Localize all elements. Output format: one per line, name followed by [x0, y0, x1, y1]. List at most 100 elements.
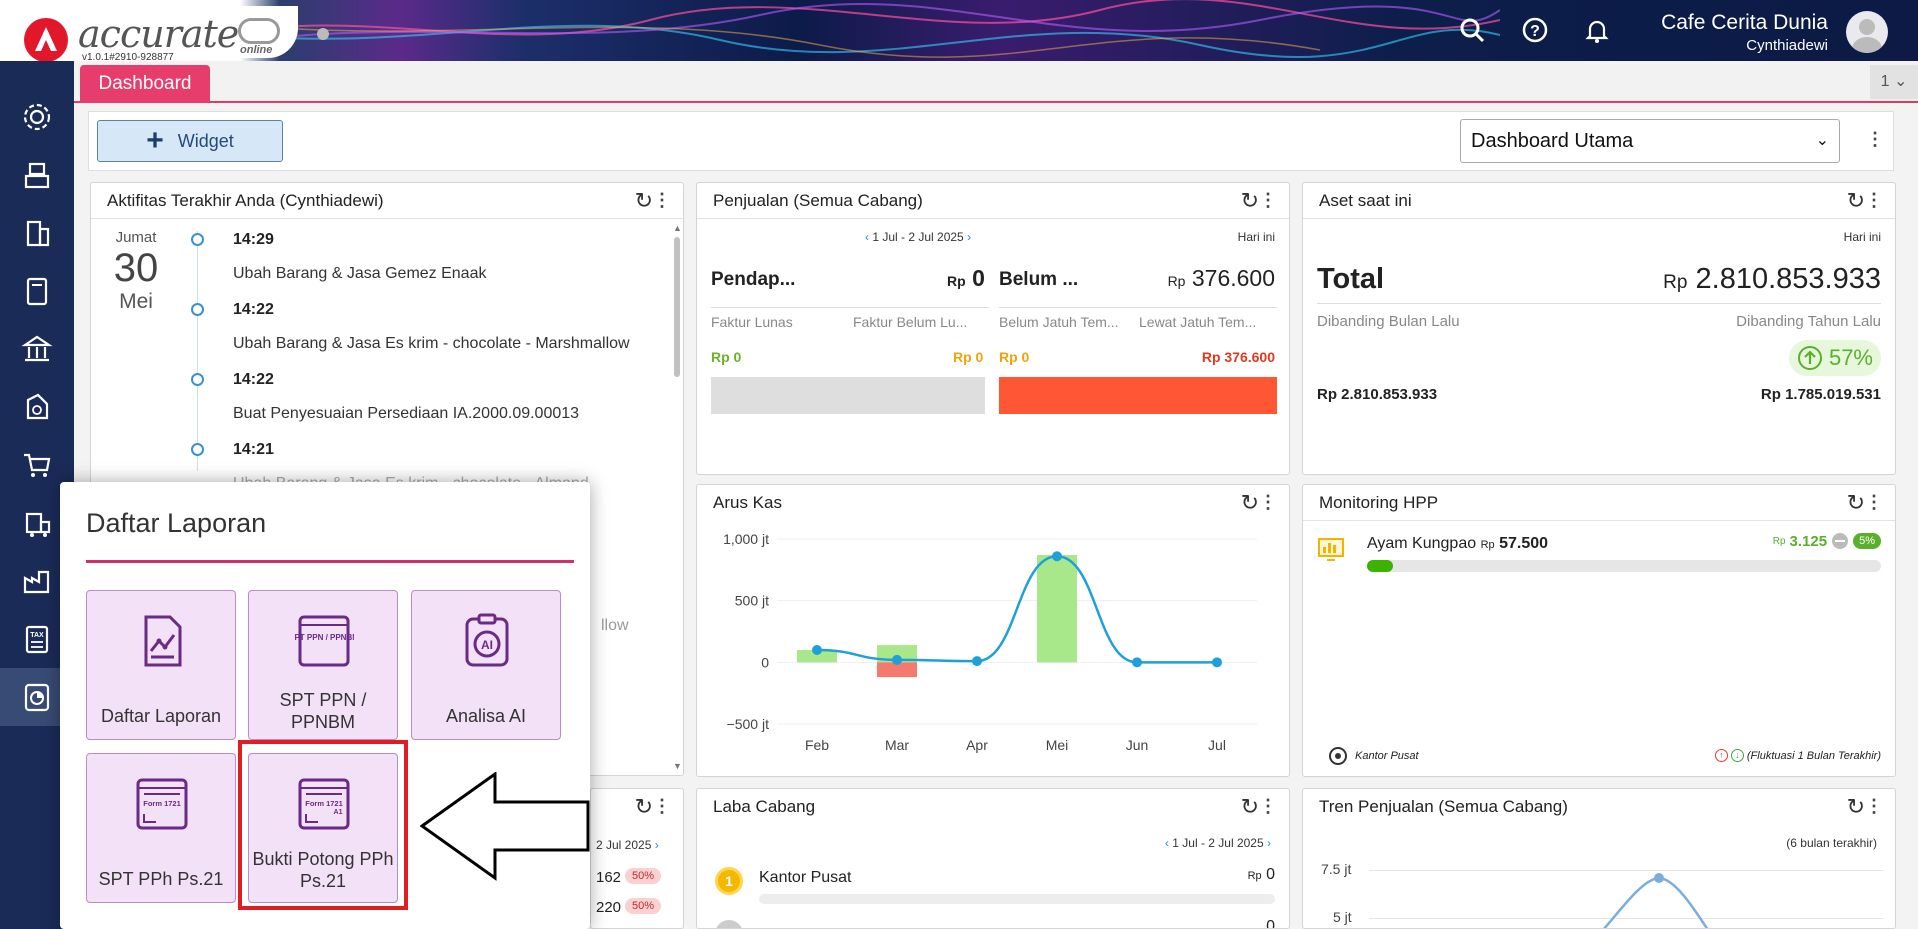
card-more-icon[interactable]: ⋮ [1259, 492, 1277, 512]
search-icon[interactable] [1457, 16, 1487, 46]
activity-text[interactable]: Buat Penyesuaian Persediaan IA.2000.09.0… [233, 405, 580, 422]
tile-label: Daftar Laporan [100, 706, 222, 726]
refresh-icon[interactable]: ↻ [1240, 794, 1259, 819]
branch-profit-name[interactable]: Kantor Pusat [759, 869, 852, 886]
plus-icon: + [146, 124, 164, 157]
activity-date-number: 30 [113, 246, 159, 290]
hpp-progress [1367, 560, 1881, 572]
sidebar-item-inventory[interactable] [0, 494, 74, 552]
assets-v1: Rp 2.810.853.933 [1317, 386, 1438, 403]
report-document-icon [144, 615, 182, 667]
branch-profit-amount: 0 [1266, 866, 1275, 883]
help-icon[interactable]: ? [1520, 16, 1550, 46]
activity-time: 14:22 [233, 301, 274, 318]
app-logo[interactable]: accurate online v1.0.1#2910-928877 [8, 6, 298, 61]
tax-icon: TAX [25, 625, 49, 654]
card-more-icon[interactable]: ⋮ [1259, 190, 1277, 210]
refresh-icon[interactable]: ↻ [1846, 490, 1865, 515]
pointer-arrow-icon [420, 772, 590, 881]
sidebar-item-ledger[interactable] [0, 262, 74, 320]
sales-trend-card-header: Tren Penjualan (Semua Cabang) ↻ ⋮ [1303, 789, 1895, 825]
sidebar-item-tax[interactable]: TAX [0, 610, 74, 668]
currency-label: Rp [1480, 539, 1495, 551]
refresh-icon[interactable]: ↻ [1240, 490, 1259, 515]
sales-col1-amount: 0 [972, 265, 985, 291]
refresh-icon[interactable]: ↻ [1240, 188, 1259, 213]
sidebar-item-company[interactable] [0, 204, 74, 262]
net-cashflow-point [1052, 551, 1062, 562]
dashboard-select-value: Dashboard Utama [1471, 130, 1634, 152]
activity-card-title: Aktifitas Terakhir Anda (Cynthiadewi) [107, 191, 384, 210]
sidebar-item-assets[interactable] [0, 552, 74, 610]
card-more-icon[interactable]: ⋮ [1865, 190, 1883, 210]
sales-card-header: Penjualan (Semua Cabang) ↻ ⋮ [697, 183, 1289, 219]
branch-profit-range[interactable]: ‹ 1 Jul - 2 Jul 2025 › [1164, 836, 1271, 850]
y-tick-label: 1,000 jt [723, 531, 769, 547]
assets-cmp2: Dibanding Tahun Lalu [1736, 313, 1881, 330]
sales-trend-period: (6 bulan terakhir) [1786, 836, 1877, 850]
spt-ppn-icon: SPT PPN / PPNBM [294, 615, 354, 667]
arrow-down-icon: ↓ [1730, 749, 1744, 762]
obscured-range-text: 2 Jul 2025 [596, 838, 652, 852]
sales-sub3: Belum Jatuh Tem... [999, 314, 1119, 330]
sales-bar-unpaid [999, 377, 1277, 414]
card-more-icon[interactable]: ⋮ [653, 796, 671, 816]
tile-bukti-potong-pph21[interactable]: Form 1721 A1 Bukti Potong PPh Ps.21 [248, 753, 398, 903]
scrollbar[interactable]: ▲ ▼ [673, 223, 682, 771]
status-dot [317, 28, 329, 40]
tab-dashboard[interactable]: Dashboard [80, 65, 210, 103]
refresh-icon[interactable]: ↻ [634, 794, 653, 819]
hpp-note: (Fluktuasi 1 Bulan Terakhir) [1746, 749, 1881, 762]
avatar[interactable] [1846, 11, 1888, 53]
obscured-card: ↻ ⋮ 2 Jul 2025 › 162 50% 220 50% [590, 788, 684, 929]
branch-icon [1329, 747, 1347, 765]
minus-circle-icon [1832, 533, 1849, 549]
accurate-logo-icon [24, 18, 68, 61]
sidebar-item-purchase[interactable] [0, 436, 74, 494]
currency-label: Rp [1247, 870, 1262, 882]
x-tick-label: Mei [1046, 737, 1069, 753]
tile-label: Bukti Potong PPh Ps.21 [252, 849, 394, 891]
tile-analisa-ai[interactable]: AI Analisa AI [411, 590, 561, 740]
card-more-icon[interactable]: ⋮ [1865, 492, 1883, 512]
medal-icon: 1 [715, 867, 743, 895]
sidebar-item-sales[interactable] [0, 378, 74, 436]
company-info[interactable]: Cafe Cerita Dunia Cynthiadewi [1661, 11, 1828, 54]
sales-v4: Rp 376.600 [1201, 349, 1275, 365]
sales-date-range[interactable]: ‹ 1 Jul - 2 Jul 2025 › [865, 230, 972, 244]
cashflow-chart: 1,000 jt 500 jt 0 −500 jt Feb Mar Apr Mei Jun Jul [723, 531, 1257, 753]
hpp-item[interactable]: Ayam Kungpao Rp 57.500 [1367, 535, 1548, 553]
activity-text[interactable]: Ubah Barang & Jasa Gemez Enaak [233, 265, 487, 282]
branch-profit-card: Laba Cabang ↻ ⋮ ‹ 1 Jul - 2 Jul 2025 › 1… [696, 788, 1290, 929]
tile-daftar-laporan[interactable]: Daftar Laporan [86, 590, 236, 740]
header-wave-decoration [200, 0, 1500, 58]
toolbar-more-icon[interactable]: ⋮ [1866, 129, 1884, 149]
tab-count-dropdown[interactable]: 1 ⌄ [1870, 65, 1918, 99]
refresh-icon[interactable]: ↻ [634, 188, 653, 213]
cash-in-bar [1037, 555, 1077, 663]
add-widget-label: Widget [177, 130, 234, 151]
refresh-icon[interactable]: ↻ [1846, 188, 1865, 213]
x-tick-label: Apr [966, 737, 988, 753]
add-widget-button[interactable]: + Widget [97, 120, 283, 162]
sidebar-item-settings[interactable] [0, 88, 74, 146]
tile-spt-pph21[interactable]: Form 1721 SPT PPh Ps.21 [86, 753, 236, 903]
sales-v1: Rp 0 [711, 349, 742, 365]
arrow-up-icon: ↑ [1714, 749, 1728, 762]
refresh-icon[interactable]: ↻ [1846, 794, 1865, 819]
activity-card-header: Aktifitas Terakhir Anda (Cynthiadewi) ↻ … [91, 183, 683, 219]
sales-col2-label: Belum ... [999, 269, 1079, 290]
activity-text[interactable]: Ubah Barang & Jasa Es krim - chocolate -… [233, 335, 630, 352]
x-tick-label: Jun [1126, 737, 1149, 753]
sales-card-title: Penjualan (Semua Cabang) [713, 191, 923, 210]
sidebar-item-cashier[interactable] [0, 146, 74, 204]
card-more-icon[interactable]: ⋮ [1259, 796, 1277, 816]
bell-icon[interactable] [1582, 16, 1612, 46]
branch-profit-card-header: Laba Cabang ↻ ⋮ [697, 789, 1289, 825]
hpp-change-value: 3.125 [1789, 532, 1828, 550]
card-more-icon[interactable]: ⋮ [653, 190, 671, 210]
tile-spt-ppn[interactable]: SPT PPN / PPNBM SPT PPN / PPNBM [248, 590, 398, 740]
card-more-icon[interactable]: ⋮ [1865, 796, 1883, 816]
dashboard-select[interactable]: Dashboard Utama ⌄ [1460, 119, 1840, 163]
sidebar-item-bank[interactable] [0, 320, 74, 378]
